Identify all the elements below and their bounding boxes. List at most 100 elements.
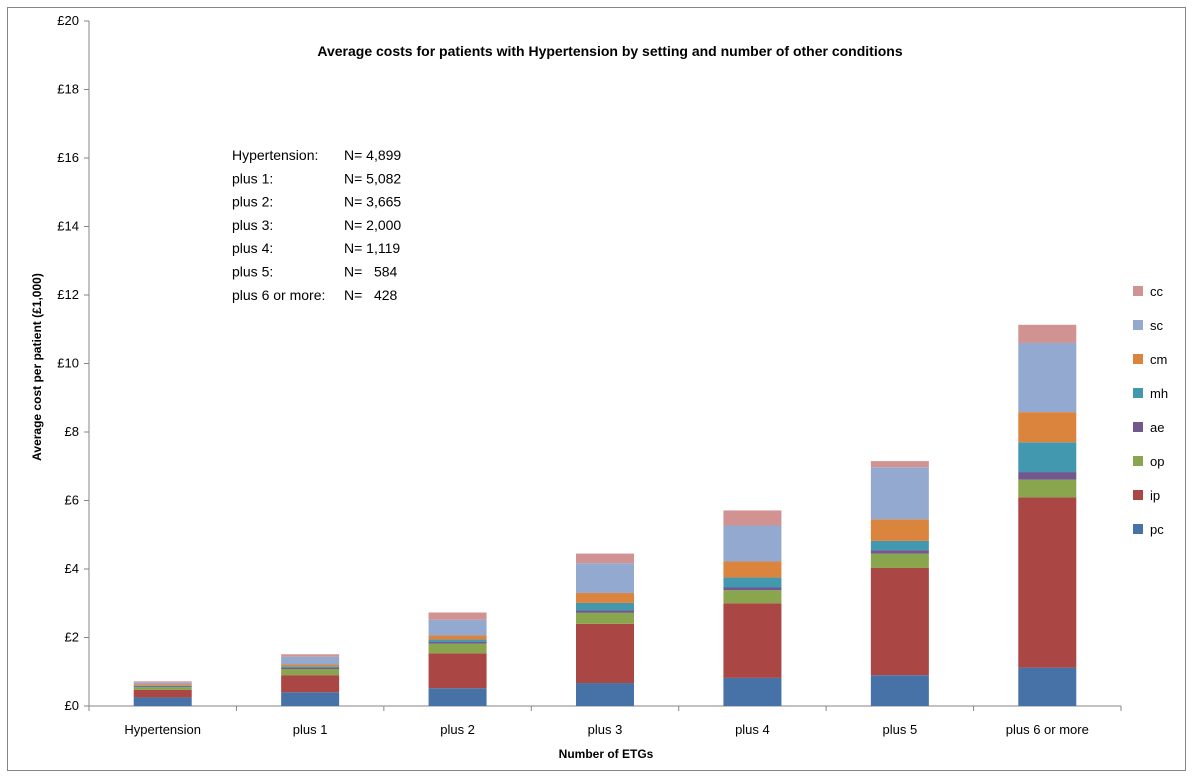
- bar-segment-cm: [870, 519, 929, 541]
- legend-swatch: [1133, 490, 1143, 500]
- bar-segment-op: [870, 553, 929, 568]
- y-axis-title: Average cost per patient (£1,000): [30, 273, 44, 461]
- bar-segment-pc: [723, 677, 782, 706]
- annotation-label: plus 2:: [232, 194, 273, 210]
- y-tick-label: £16: [57, 150, 79, 165]
- bar-segment-mh: [1018, 442, 1077, 473]
- bar-segment-cc: [576, 553, 634, 564]
- y-tick-label: £20: [57, 13, 79, 28]
- y-tick-label: £18: [57, 82, 79, 97]
- x-tick-label: plus 4: [735, 722, 770, 737]
- bar-segment-cm: [133, 684, 192, 686]
- bar-segment-sc: [1018, 342, 1077, 413]
- bar-segment-op: [1018, 479, 1077, 498]
- bar-segment-ae: [870, 550, 929, 554]
- bar-segment-ae: [1018, 472, 1077, 480]
- bar-segment-op: [133, 687, 192, 690]
- annotation-label: plus 4:: [232, 240, 273, 256]
- bar-segment-cm: [1018, 412, 1077, 443]
- bar-segment-ae: [428, 641, 487, 644]
- x-tick-label: Hypertension: [124, 722, 201, 737]
- x-axis-title: Number of ETGs: [559, 747, 654, 761]
- bar-segment-sc: [723, 525, 782, 562]
- sample-size-annotation: Hypertension: N= 4,899 plus 1: N= 5,082 plus…: [232, 147, 401, 303]
- x-tick-label: plus 1: [293, 722, 328, 737]
- bar-segment-ip: [1018, 497, 1077, 668]
- y-tick-label: £12: [57, 287, 79, 302]
- y-tick-label: £8: [65, 424, 79, 439]
- bar-segment-mh: [428, 639, 487, 642]
- bar-segment-pc: [281, 692, 340, 706]
- legend-swatch: [1133, 320, 1143, 330]
- legend-swatch: [1133, 354, 1143, 364]
- bar-segment-sc: [281, 656, 340, 665]
- bar-segment-op: [281, 669, 340, 676]
- annotation-value: N= 584: [344, 264, 398, 280]
- x-axis: Hypertension plus 1 plus 2 plus 3 plus 4 plus…: [88, 705, 1122, 737]
- legend-label: sc: [1150, 318, 1164, 333]
- legend-label: cm: [1150, 352, 1167, 367]
- y-tick-label: £4: [65, 561, 79, 576]
- annotation-value: N= 3,665: [344, 194, 401, 210]
- bar-segment-cc: [870, 461, 929, 468]
- bar-segment-cc: [428, 612, 487, 620]
- bar-segment-cc: [1018, 324, 1077, 343]
- bar-segment-cm: [428, 635, 487, 640]
- annotation-value: N= 428: [344, 287, 398, 303]
- chart-title: Average costs for patients with Hyperten…: [317, 43, 902, 59]
- annotation-label: Hypertension:: [232, 147, 318, 163]
- bar-segment-pc: [428, 688, 487, 706]
- x-tick-label: plus 6 or more: [1006, 722, 1089, 737]
- legend-label: cc: [1150, 284, 1164, 299]
- bar-segment-sc: [428, 619, 487, 636]
- y-tick-label: £10: [57, 356, 79, 371]
- y-tick-label: £6: [65, 493, 79, 508]
- y-axis: £0 £2 £4 £6 £8 £10 £12 £14 £16 £18 £20: [57, 13, 90, 713]
- bar-segment-ip: [428, 653, 487, 689]
- bar-segment-cm: [281, 664, 340, 667]
- y-tick-label: £2: [65, 630, 79, 645]
- legend-label: pc: [1150, 522, 1164, 537]
- annotation-label: plus 5:: [232, 264, 273, 280]
- bar-segment-pc: [133, 697, 192, 706]
- bar-segment-mh: [723, 577, 782, 588]
- bar-segment-ae: [281, 667, 340, 670]
- bar-segment-pc: [870, 675, 929, 706]
- bars: [133, 324, 1077, 706]
- y-tick-label: £14: [57, 219, 79, 234]
- bar-segment-ae: [576, 610, 634, 613]
- legend-swatch: [1133, 456, 1143, 466]
- legend-swatch: [1133, 422, 1143, 432]
- bar-segment-ip: [576, 623, 634, 684]
- legend-label: ae: [1150, 420, 1164, 435]
- x-tick-label: plus 3: [588, 722, 623, 737]
- annotation-value: N= 5,082: [344, 170, 401, 186]
- annotation-value: N= 1,119: [344, 240, 400, 256]
- bar-segment-ip: [133, 689, 192, 698]
- annotation-label: plus 1:: [232, 170, 273, 186]
- legend: cc sc cm mh ae op ip pc: [1133, 284, 1168, 537]
- bar-segment-cc: [723, 510, 782, 526]
- bar-segment-sc: [133, 682, 192, 685]
- bar-segment-cm: [723, 561, 782, 578]
- bar-segment-ip: [870, 567, 929, 676]
- legend-swatch: [1133, 388, 1143, 398]
- legend-swatch: [1133, 524, 1143, 534]
- legend-label: ip: [1150, 488, 1160, 503]
- bar-segment-sc: [870, 467, 929, 520]
- annotation-label: plus 6 or more:: [232, 287, 325, 303]
- y-tick-label: £0: [65, 698, 79, 713]
- bar-segment-op: [428, 643, 487, 654]
- bar-segment-op: [723, 590, 782, 604]
- bar-segment-mh: [870, 540, 929, 551]
- bar-segment-op: [576, 612, 634, 624]
- annotation-value: N= 4,899: [344, 147, 401, 163]
- legend-swatch: [1133, 286, 1143, 296]
- x-tick-label: plus 2: [440, 722, 475, 737]
- x-tick-label: plus 5: [883, 722, 918, 737]
- bar-segment-ip: [281, 675, 340, 693]
- bar-segment-mh: [133, 685, 192, 687]
- bar-segment-ip: [723, 603, 782, 678]
- bar-segment-cc: [281, 654, 340, 657]
